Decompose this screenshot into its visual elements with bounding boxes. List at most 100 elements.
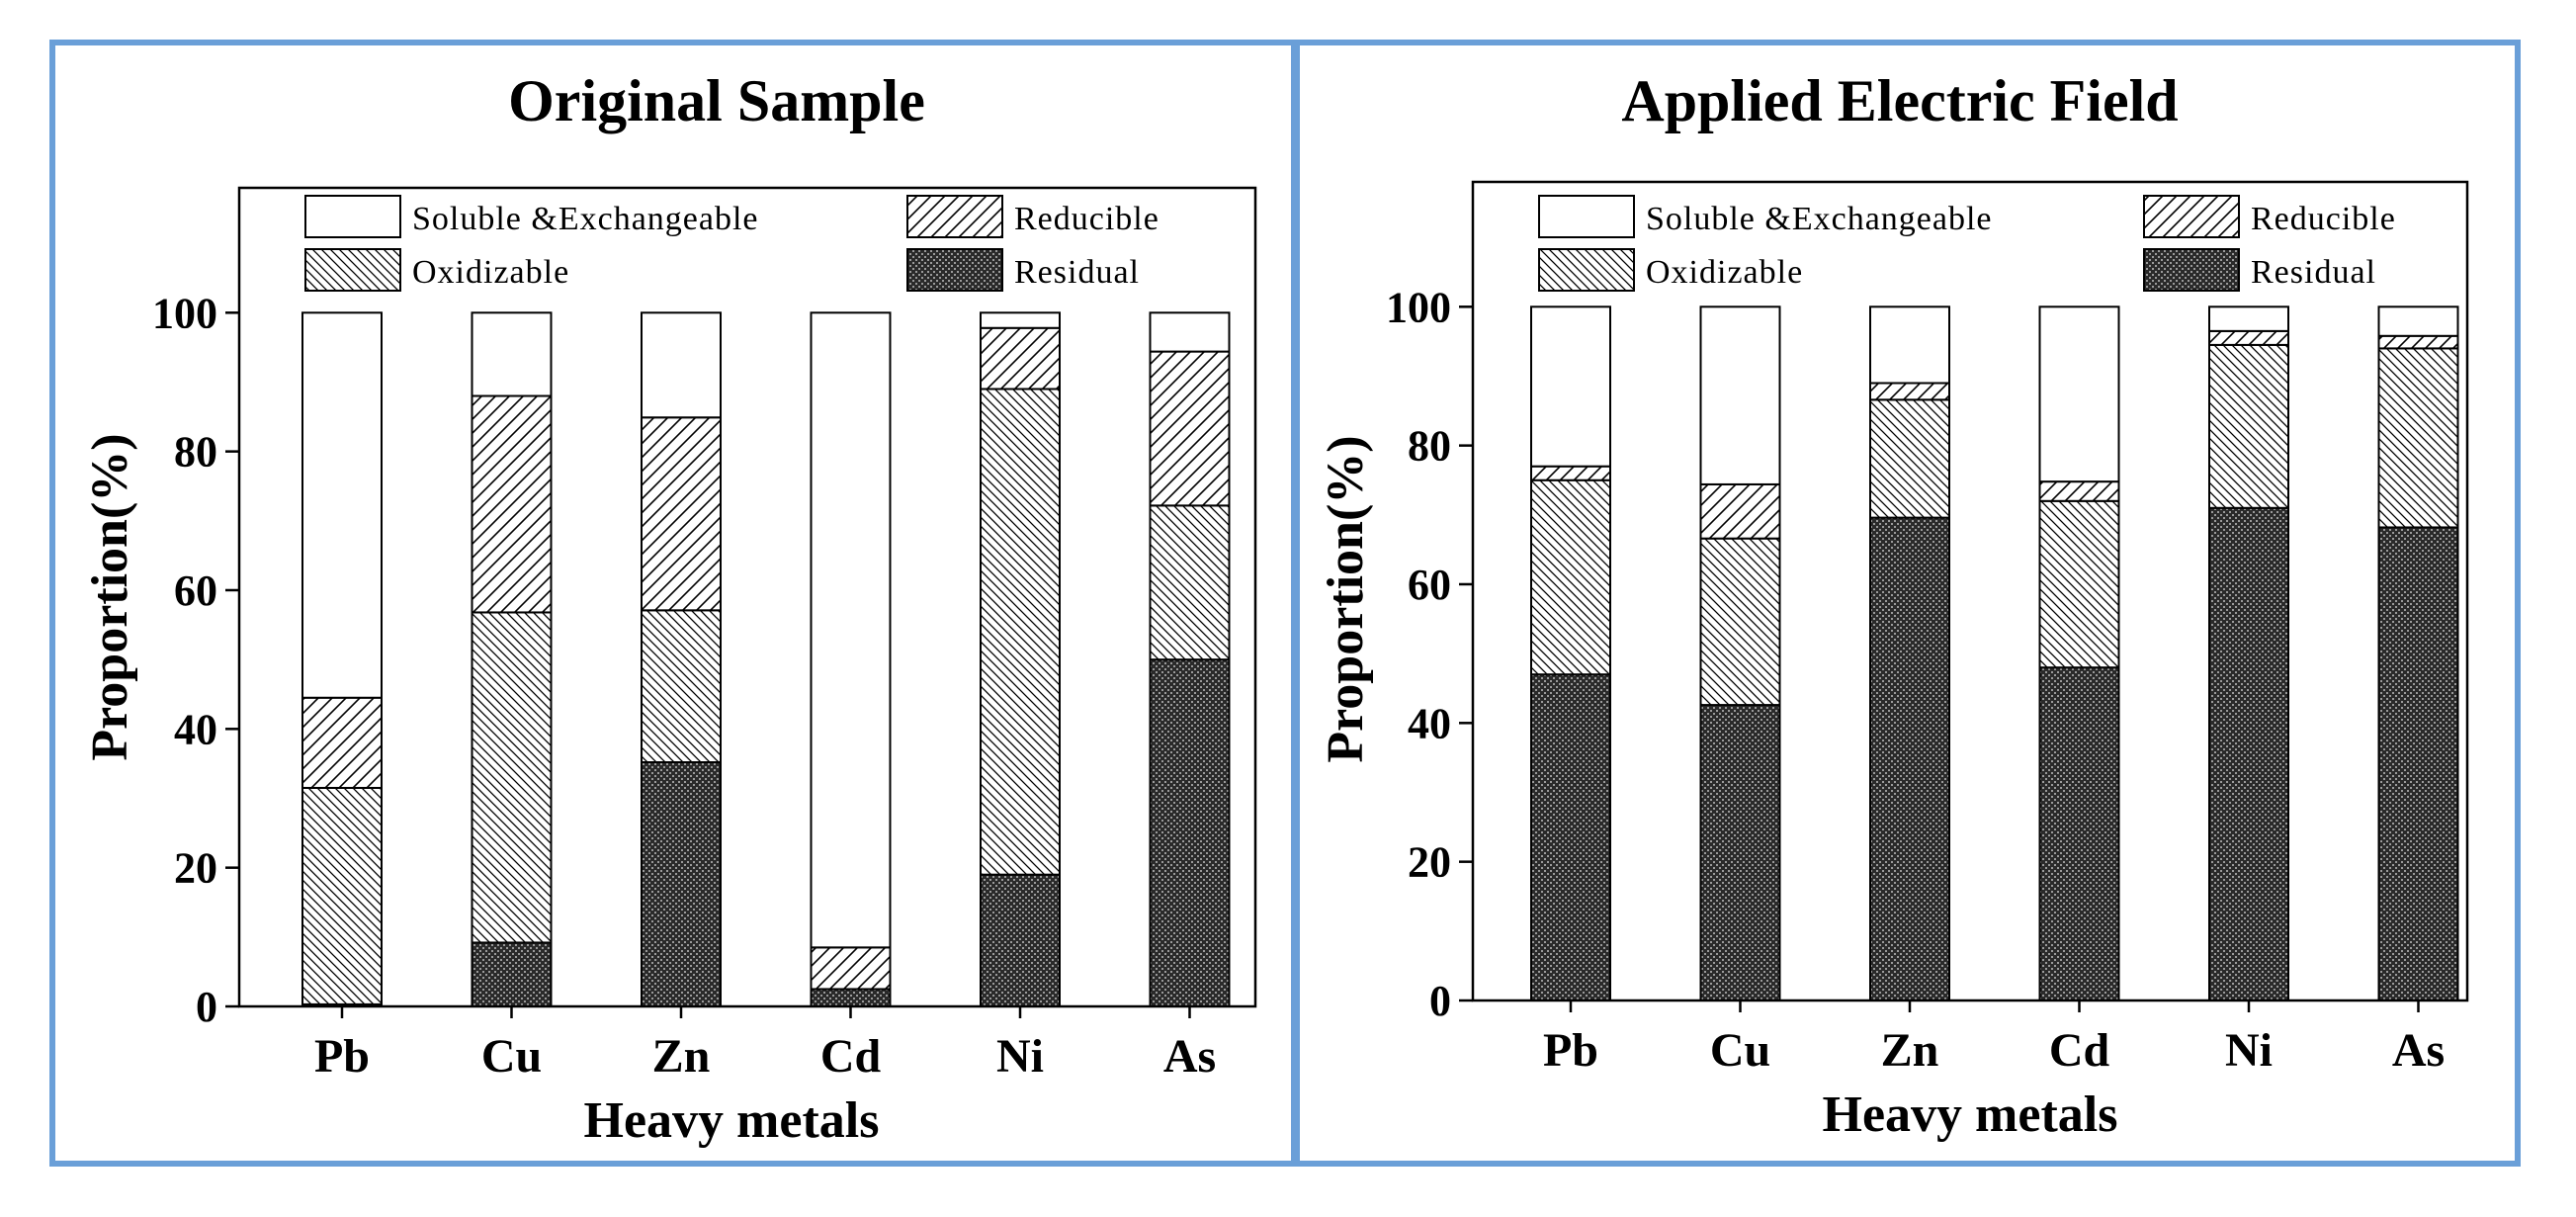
bar-segment-soluble-exchangeable-pb bbox=[1530, 305, 1611, 468]
bar-segment-reducible-cd bbox=[810, 946, 892, 991]
bar-segment-residual-cd bbox=[2038, 666, 2120, 1002]
x-tick-label-ni: Ni bbox=[996, 1030, 1044, 1083]
y-tick-label: 0 bbox=[1429, 977, 1451, 1025]
x-tick-label-zn: Zn bbox=[1881, 1024, 1939, 1077]
legend-label-soluble: Soluble &Exchangeable bbox=[1646, 201, 1993, 237]
bar-segment-residual-ni bbox=[980, 873, 1061, 1008]
legend: Soluble &Exchangeable Reducible Oxidizab… bbox=[1538, 195, 2396, 292]
bar-segment-residual-cd bbox=[810, 988, 892, 1008]
bar-segment-residual-as bbox=[1149, 658, 1231, 1007]
bar-segment-oxidizable-zn bbox=[1869, 398, 1950, 519]
plot-border bbox=[237, 186, 1257, 1008]
legend-label-oxidizable: Oxidizable bbox=[1646, 254, 1803, 291]
chart-title: Original Sample bbox=[508, 68, 925, 133]
x-tick-label-cd: Cd bbox=[2049, 1024, 2110, 1077]
plot-area: 0 20 40 60 80 100 Pb Cu Zn Cd Ni As bbox=[152, 289, 1231, 1083]
bar-segment-reducible-ni bbox=[2208, 329, 2289, 346]
plot-area: 0 20 40 60 80 100 Pb Cu Zn Cd Ni As bbox=[1386, 283, 2459, 1077]
bar-segment-reducible-cu bbox=[471, 394, 553, 614]
legend-label-reducible: Reducible bbox=[1014, 201, 1159, 237]
x-tick-label-as: As bbox=[2392, 1024, 2445, 1077]
bar-segment-soluble-exchangeable-cu bbox=[471, 311, 553, 397]
x-axis-label: Heavy metals bbox=[584, 1092, 880, 1149]
x-tick-label-zn: Zn bbox=[652, 1030, 711, 1083]
x-tick-label-cu: Cu bbox=[1710, 1024, 1770, 1077]
bar-segment-reducible-pb bbox=[1530, 465, 1611, 481]
bar-segment-residual-ni bbox=[2208, 506, 2289, 1001]
x-tick-label-ni: Ni bbox=[2225, 1024, 2273, 1077]
y-tick-label: 40 bbox=[1408, 699, 1451, 747]
bar-segment-soluble-exchangeable-cu bbox=[1699, 305, 1781, 485]
chart-title: Applied Electric Field bbox=[1621, 68, 2178, 133]
bar-segment-residual-cu bbox=[471, 941, 553, 1008]
bar-segment-soluble-exchangeable-as bbox=[1149, 311, 1231, 353]
x-tick-label-as: As bbox=[1163, 1030, 1216, 1083]
bar-segment-reducible-cu bbox=[1699, 482, 1781, 540]
legend-swatch-oxidizable bbox=[1538, 248, 1635, 292]
x-tick-label-pb: Pb bbox=[1543, 1024, 1598, 1077]
y-tick-label: 60 bbox=[174, 566, 217, 615]
legend-swatch-reducible bbox=[2143, 195, 2240, 238]
y-tick-label: 80 bbox=[1408, 422, 1451, 471]
legend-label-soluble: Soluble &Exchangeable bbox=[412, 201, 759, 237]
bar-segment-soluble-exchangeable-zn bbox=[1869, 305, 1950, 385]
y-tick-label: 60 bbox=[1408, 561, 1451, 609]
bar-segment-residual-zn bbox=[1869, 516, 1950, 1001]
bar-segment-reducible-as bbox=[1149, 350, 1231, 507]
y-tick-label: 20 bbox=[174, 844, 217, 893]
bar-segment-soluble-exchangeable-cd bbox=[810, 311, 892, 949]
bar-segment-residual-as bbox=[2377, 526, 2459, 1001]
y-tick-label: 100 bbox=[152, 289, 217, 337]
bar-segment-oxidizable-cu bbox=[1699, 537, 1781, 707]
bar-segment-oxidizable-as bbox=[1149, 504, 1231, 661]
y-tick-label: 100 bbox=[1386, 283, 1451, 331]
y-tick-label: 20 bbox=[1408, 838, 1451, 887]
x-tick-label-cd: Cd bbox=[820, 1030, 882, 1083]
legend: Soluble &Exchangeable Reducible Oxidizab… bbox=[304, 195, 1159, 292]
y-tick-label: 80 bbox=[174, 428, 217, 477]
bar-segment-residual-zn bbox=[641, 761, 722, 1008]
plot-border bbox=[1471, 180, 2469, 1002]
legend-swatch-residual bbox=[2143, 248, 2240, 292]
bar-segment-soluble-exchangeable-zn bbox=[641, 311, 722, 419]
y-axis-label: Proportion(%) bbox=[82, 433, 138, 760]
bar-segment-oxidizable-zn bbox=[641, 609, 722, 764]
x-tick-label-cu: Cu bbox=[481, 1030, 542, 1083]
chart-applied-electric-field: Applied Electric Field 0 20 40 60 80 100 Pb Cu Z… bbox=[1318, 68, 2469, 1143]
legend-label-residual: Residual bbox=[2251, 254, 2376, 291]
panel-frame-right bbox=[1294, 40, 2521, 1167]
bar-segment-soluble-exchangeable-as bbox=[2377, 305, 2459, 337]
y-axis-label: Proportion(%) bbox=[1318, 435, 1374, 762]
y-tick-label: 40 bbox=[174, 705, 217, 753]
legend-swatch-residual bbox=[906, 248, 1003, 292]
bar-segment-reducible-zn bbox=[641, 416, 722, 612]
figure-frame: Original Sample 0 20 40 60 80 100 Pb Cu Zn Cd Ni As… bbox=[49, 40, 2521, 1167]
bar-segment-residual-pb bbox=[1530, 673, 1611, 1001]
chart-original-sample: Original Sample 0 20 40 60 80 100 Pb Cu Zn Cd Ni As… bbox=[82, 68, 1257, 1149]
bar-segment-oxidizable-as bbox=[2377, 347, 2459, 529]
legend-swatch-reducible bbox=[906, 195, 1003, 238]
bar-segment-reducible-as bbox=[2377, 334, 2459, 350]
y-tick-label: 0 bbox=[196, 983, 217, 1031]
legend-label-reducible: Reducible bbox=[2251, 201, 2396, 237]
bar-segment-oxidizable-ni bbox=[980, 388, 1061, 876]
bar-segment-soluble-exchangeable-cd bbox=[2038, 305, 2120, 483]
bar-segment-reducible-ni bbox=[980, 326, 1061, 391]
bar-segment-oxidizable-pb bbox=[301, 786, 383, 1005]
bar-segment-reducible-cd bbox=[2038, 480, 2120, 502]
x-tick-label-pb: Pb bbox=[314, 1030, 370, 1083]
legend-label-oxidizable: Oxidizable bbox=[412, 254, 569, 291]
legend-label-residual: Residual bbox=[1014, 254, 1140, 291]
x-axis-label: Heavy metals bbox=[1823, 1087, 2118, 1143]
bar-segment-reducible-pb bbox=[301, 696, 383, 789]
legend-swatch-oxidizable bbox=[304, 248, 401, 292]
bar-segment-soluble-exchangeable-pb bbox=[301, 311, 383, 699]
legend-swatch-soluble bbox=[1538, 195, 1635, 238]
bar-segment-oxidizable-cu bbox=[471, 611, 553, 944]
bar-segment-soluble-exchangeable-ni bbox=[980, 311, 1061, 329]
bar-segment-oxidizable-cd bbox=[2038, 499, 2120, 669]
bar-segment-reducible-zn bbox=[1869, 382, 1950, 401]
bar-segment-soluble-exchangeable-ni bbox=[2208, 305, 2289, 332]
figure-svg: Original Sample 0 20 40 60 80 100 Pb Cu Zn Cd Ni As… bbox=[49, 40, 2521, 1167]
bar-segment-residual-cu bbox=[1699, 704, 1781, 1001]
